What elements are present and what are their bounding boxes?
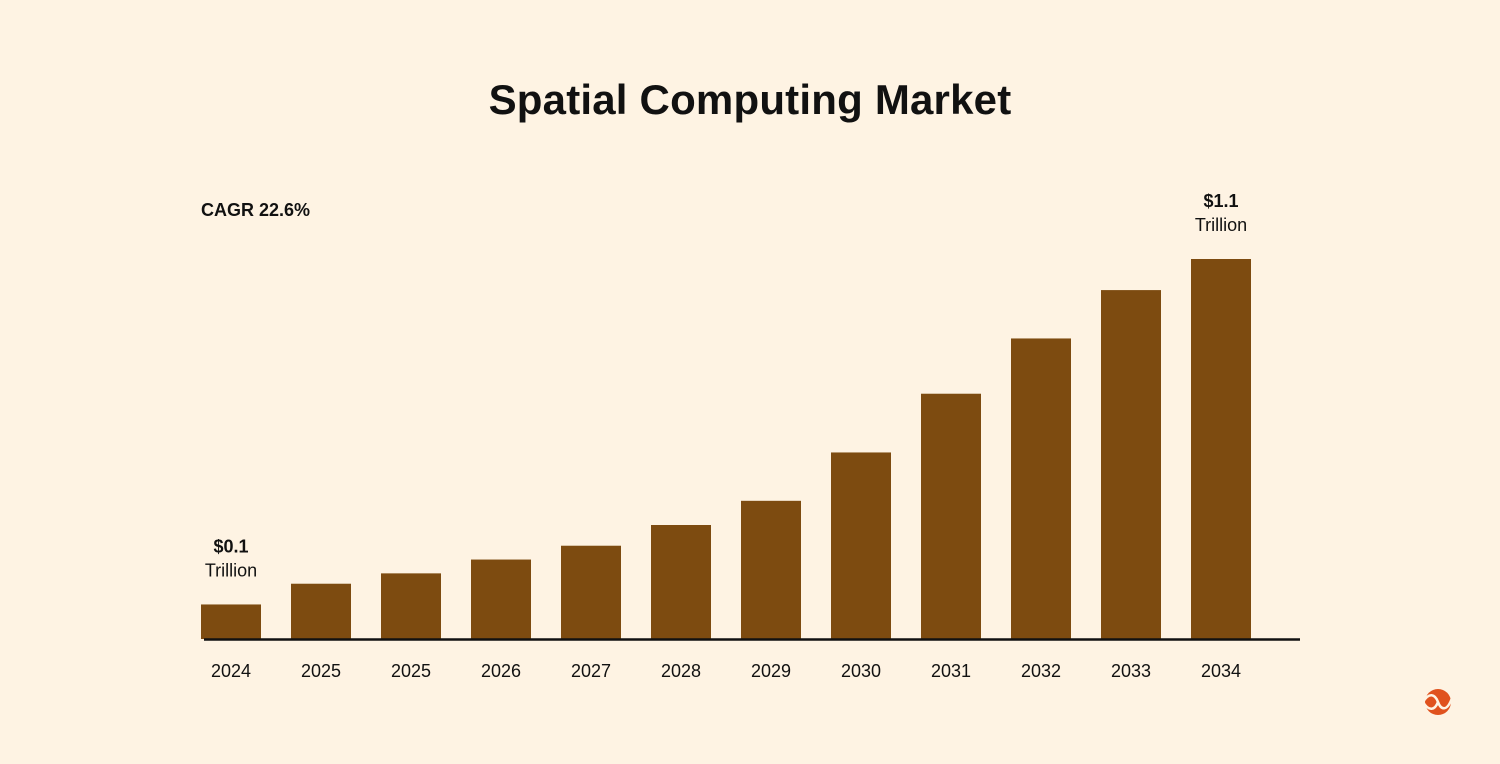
x-tick-label: 2026 xyxy=(481,661,521,681)
bar-2034 xyxy=(1191,259,1251,639)
data-label-unit: Trillion xyxy=(205,560,257,580)
bar-2025 xyxy=(291,583,351,639)
bar-2027 xyxy=(561,545,621,639)
x-tick-label: 2024 xyxy=(211,661,251,681)
data-label-value: $1.1 xyxy=(1203,191,1238,211)
bar-2026 xyxy=(471,559,531,639)
x-tick-label: 2031 xyxy=(931,661,971,681)
bar-2029 xyxy=(741,500,801,639)
bar-2031 xyxy=(921,393,981,639)
x-tick-label: 2029 xyxy=(751,661,791,681)
bar-2024 xyxy=(201,604,261,639)
chart-title: Spatial Computing Market xyxy=(488,76,1012,123)
bar-2030 xyxy=(831,452,891,639)
x-tick-label: 2025 xyxy=(391,661,431,681)
data-label-value: $0.1 xyxy=(213,536,248,556)
bar-2028 xyxy=(651,525,711,639)
x-tick-label: 2030 xyxy=(841,661,881,681)
bar-2033 xyxy=(1101,290,1161,639)
bar-2032 xyxy=(1011,338,1071,639)
brand-logo-icon xyxy=(1421,689,1453,715)
x-tick-label: 2025 xyxy=(301,661,341,681)
x-tick-label: 2034 xyxy=(1201,661,1241,681)
data-label-unit: Trillion xyxy=(1195,215,1247,235)
x-tick-label: 2028 xyxy=(661,661,701,681)
x-tick-label: 2032 xyxy=(1021,661,1061,681)
x-tick-label: 2033 xyxy=(1111,661,1151,681)
bar-2025 xyxy=(381,573,441,639)
x-tick-label: 2027 xyxy=(571,661,611,681)
cagr-annotation: CAGR 22.6% xyxy=(201,200,311,220)
